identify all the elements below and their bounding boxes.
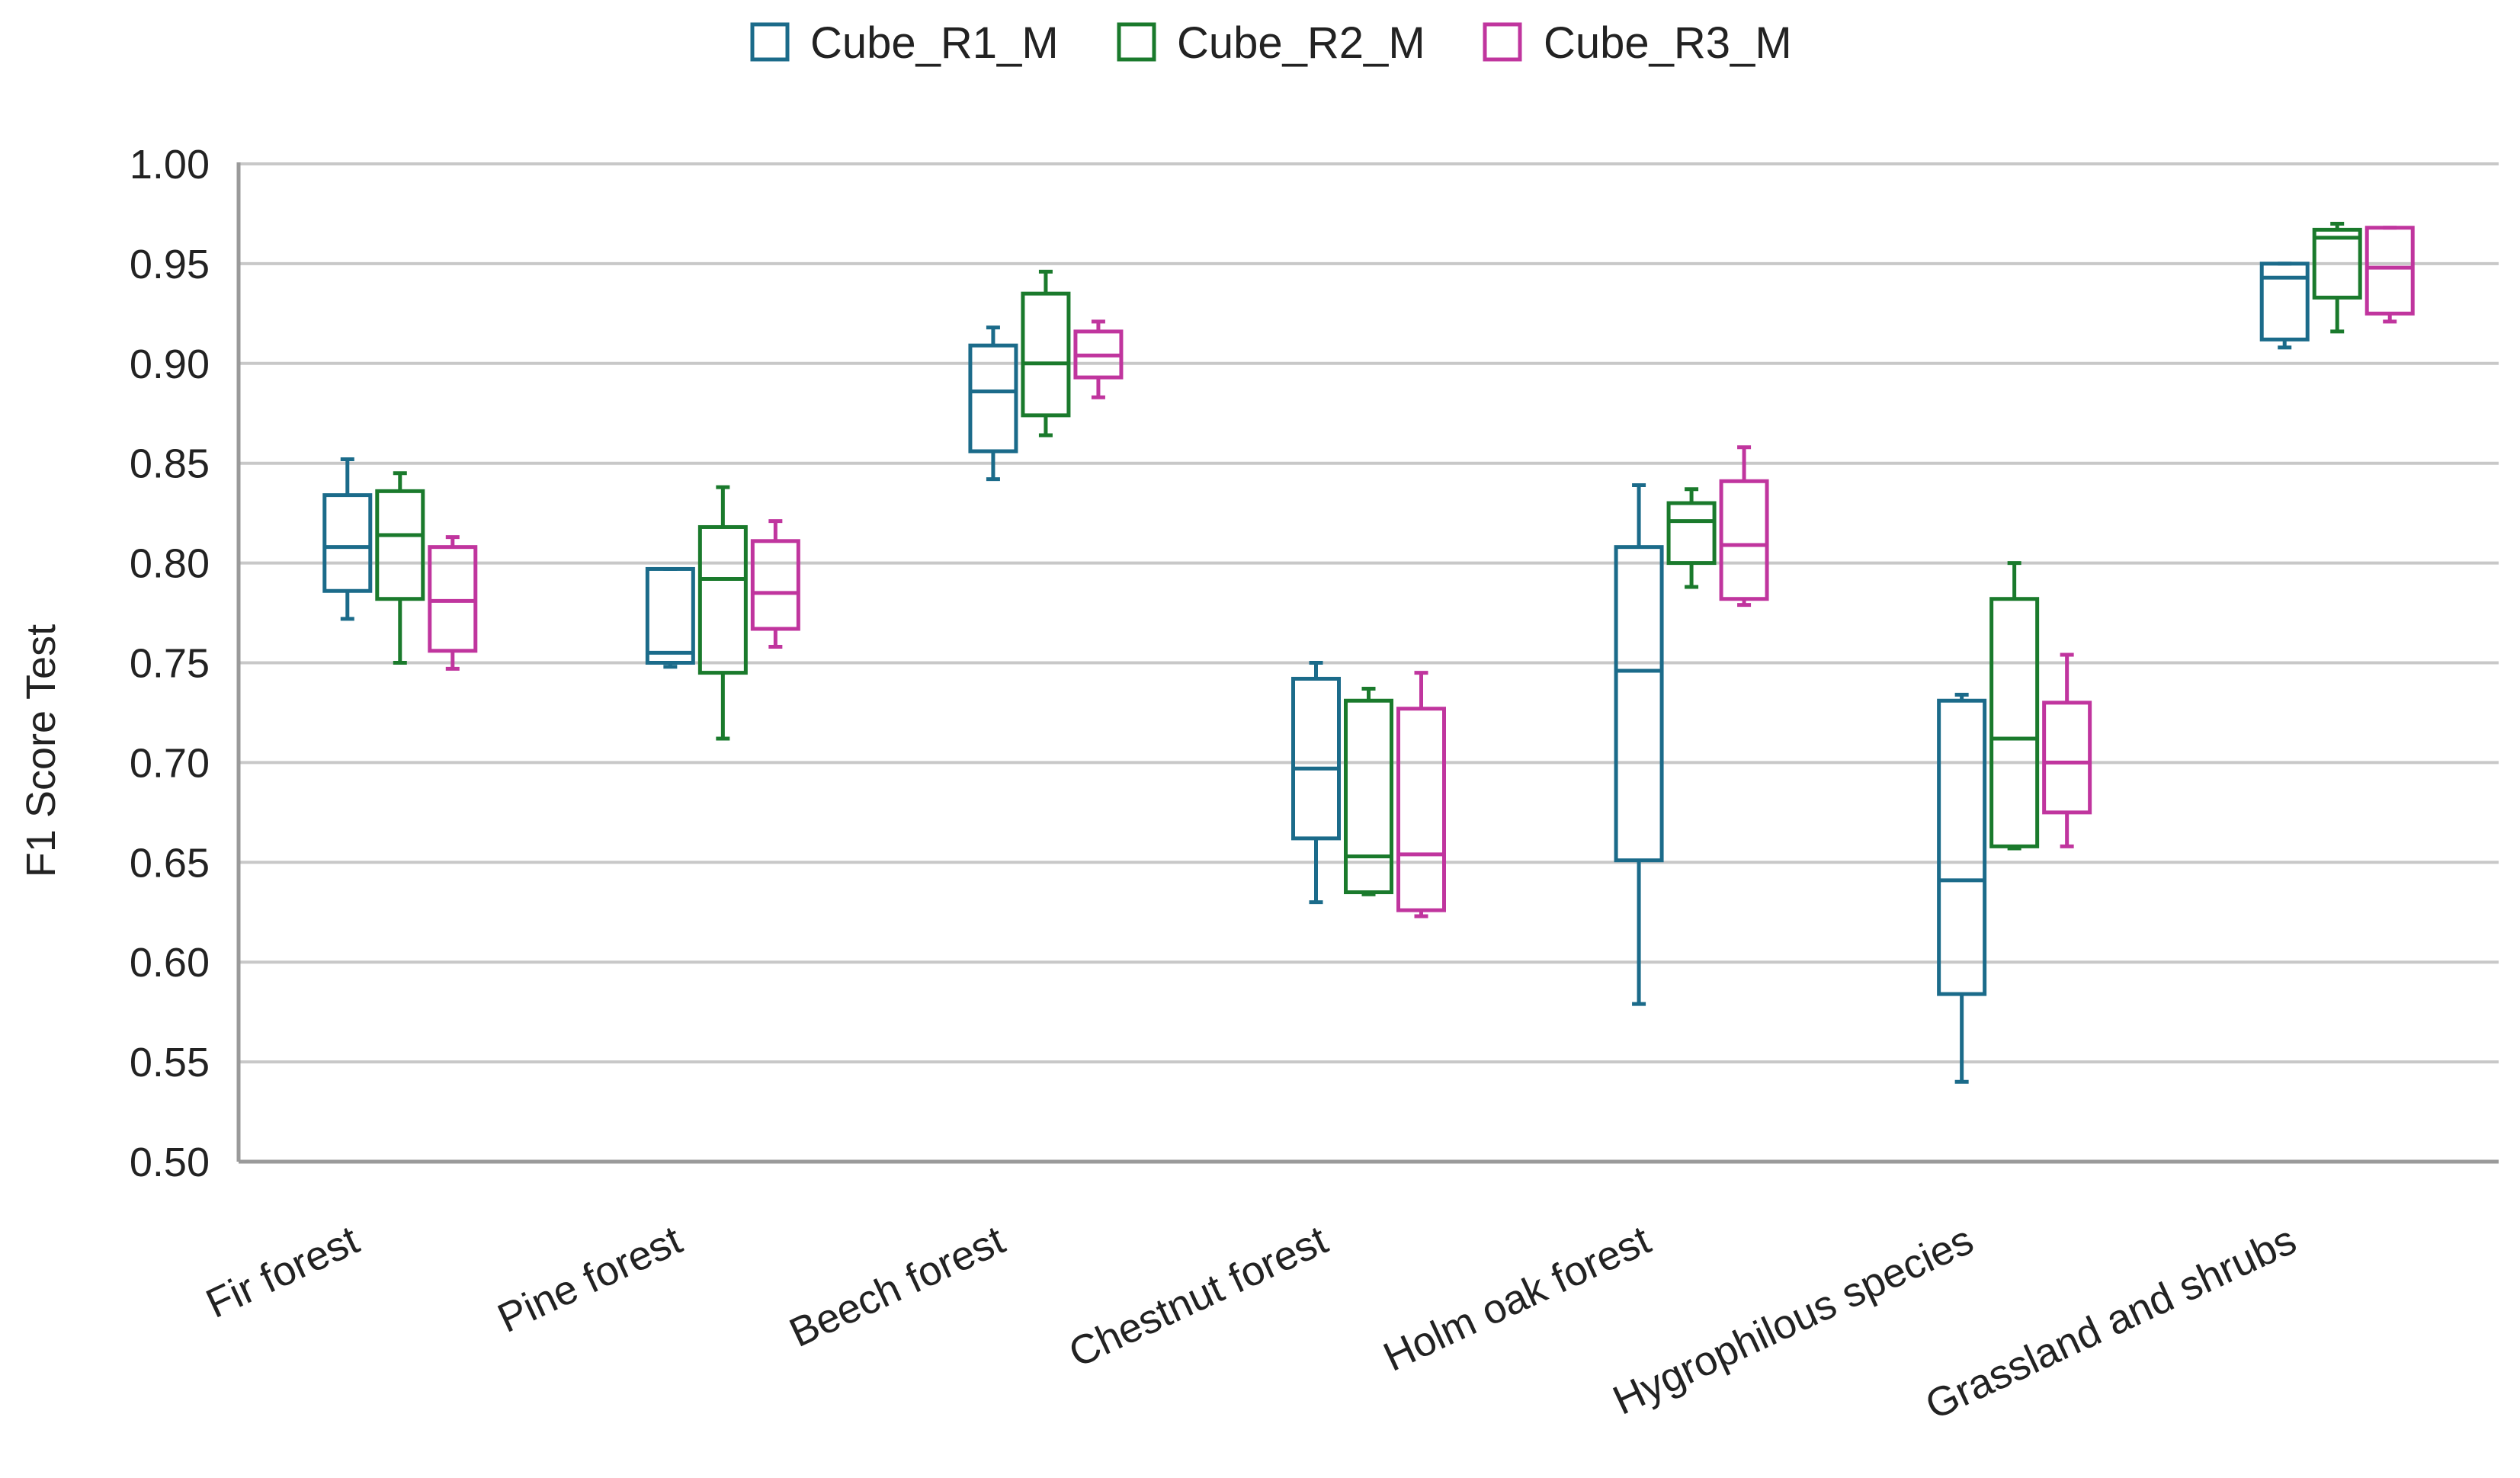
box-Cube_R3_M-0 bbox=[428, 535, 478, 671]
y-tick-labels: 0.50 0.55 0.60 0.65 0.70 0.75 0.80 0.85 0.90 0.95… bbox=[130, 142, 210, 1185]
box-iqr bbox=[2042, 701, 2092, 815]
box-iqr bbox=[322, 493, 373, 593]
series-Cube_R1_M bbox=[322, 261, 2310, 1084]
box-iqr bbox=[1666, 501, 1717, 566]
y-tick-label: 0.85 bbox=[130, 441, 210, 487]
box-Cube_R3_M-2 bbox=[1073, 319, 1124, 399]
y-tick-label: 0.55 bbox=[130, 1040, 210, 1085]
box-Cube_R1_M-4 bbox=[1614, 483, 1664, 1006]
y-tick-label: 0.60 bbox=[130, 940, 210, 986]
series-Cube_R3_M bbox=[428, 226, 2415, 919]
legend-label: Cube_R2_M bbox=[1177, 18, 1425, 68]
legend-item-Cube_R2_M[interactable]: Cube_R2_M bbox=[1117, 18, 1425, 68]
box-iqr bbox=[428, 545, 478, 653]
gridlines bbox=[239, 162, 2499, 1064]
x-tick-label: Fir forest bbox=[199, 1217, 365, 1326]
box-iqr bbox=[697, 524, 748, 675]
y-tick-label: 0.70 bbox=[130, 740, 210, 786]
box-Cube_R1_M-6 bbox=[2259, 261, 2310, 350]
series-Cube_R2_M bbox=[375, 222, 2362, 896]
x-tick-label: Pine forest bbox=[491, 1217, 688, 1341]
boxplot-series bbox=[322, 222, 2415, 1084]
legend-label: Cube_R1_M bbox=[810, 18, 1059, 68]
box-iqr bbox=[1344, 698, 1393, 895]
box-iqr bbox=[750, 539, 800, 631]
x-tick-labels: Fir forest Pine forest Beech forest Chestnu… bbox=[199, 1217, 2303, 1428]
box-Cube_R2_M-4 bbox=[1666, 487, 1717, 589]
box-iqr bbox=[1937, 698, 1987, 996]
y-tick-label: 0.75 bbox=[130, 641, 210, 687]
box-Cube_R2_M-1 bbox=[697, 485, 748, 741]
y-tick-label: 0.65 bbox=[130, 840, 210, 886]
box-iqr bbox=[1021, 291, 1071, 418]
box-iqr bbox=[2312, 227, 2362, 300]
box-iqr bbox=[1291, 676, 1341, 841]
legend-swatch bbox=[750, 22, 790, 62]
legend-swatch bbox=[1483, 22, 1522, 62]
x-tick-label: Beech forest bbox=[783, 1217, 1012, 1356]
box-Cube_R1_M-2 bbox=[968, 325, 1018, 482]
box-Cube_R1_M-5 bbox=[1937, 692, 1987, 1084]
legend: Cube_R1_M Cube_R2_M Cube_R3_M bbox=[750, 18, 1792, 68]
y-tick-label: 0.95 bbox=[130, 242, 210, 287]
x-tick-label: Grassland and shrubs bbox=[1919, 1217, 2303, 1428]
box-iqr bbox=[645, 566, 695, 665]
box-iqr bbox=[1719, 479, 1769, 601]
legend-item-Cube_R1_M[interactable]: Cube_R1_M bbox=[750, 18, 1059, 68]
box-Cube_R3_M-3 bbox=[1396, 671, 1446, 919]
legend-label: Cube_R3_M bbox=[1544, 18, 1792, 68]
box-Cube_R2_M-2 bbox=[1021, 269, 1071, 438]
box-iqr bbox=[1396, 707, 1446, 912]
box-Cube_R3_M-4 bbox=[1719, 445, 1769, 608]
box-iqr bbox=[1989, 597, 2040, 848]
y-tick-label: 0.90 bbox=[130, 341, 210, 387]
box-Cube_R2_M-6 bbox=[2312, 222, 2362, 334]
box-Cube_R3_M-1 bbox=[750, 519, 800, 649]
box-iqr bbox=[968, 343, 1018, 454]
box-Cube_R1_M-0 bbox=[322, 457, 373, 621]
box-Cube_R3_M-5 bbox=[2042, 652, 2092, 848]
y-axis-label: F1 Score Test bbox=[18, 624, 64, 877]
box-iqr bbox=[375, 489, 425, 601]
box-Cube_R1_M-1 bbox=[645, 566, 695, 669]
box-Cube_R2_M-3 bbox=[1344, 687, 1393, 896]
box-Cube_R2_M-5 bbox=[1989, 561, 2040, 851]
box-iqr bbox=[1614, 545, 1664, 863]
x-tick-label: Chestnut forest bbox=[1062, 1217, 1334, 1376]
box-Cube_R3_M-6 bbox=[2365, 226, 2415, 324]
axes: F1 Score Test bbox=[18, 162, 2499, 1164]
x-tick-label: Holm oak forest bbox=[1377, 1217, 1657, 1380]
y-tick-label: 0.80 bbox=[130, 541, 210, 587]
y-tick-label: 0.50 bbox=[130, 1140, 210, 1185]
legend-swatch bbox=[1117, 22, 1156, 62]
legend-item-Cube_R3_M[interactable]: Cube_R3_M bbox=[1483, 18, 1792, 68]
box-iqr bbox=[2365, 226, 2415, 316]
box-Cube_R2_M-0 bbox=[375, 471, 425, 665]
y-tick-label: 1.00 bbox=[130, 142, 210, 188]
box-Cube_R1_M-3 bbox=[1291, 661, 1341, 905]
box-iqr bbox=[2259, 261, 2310, 341]
